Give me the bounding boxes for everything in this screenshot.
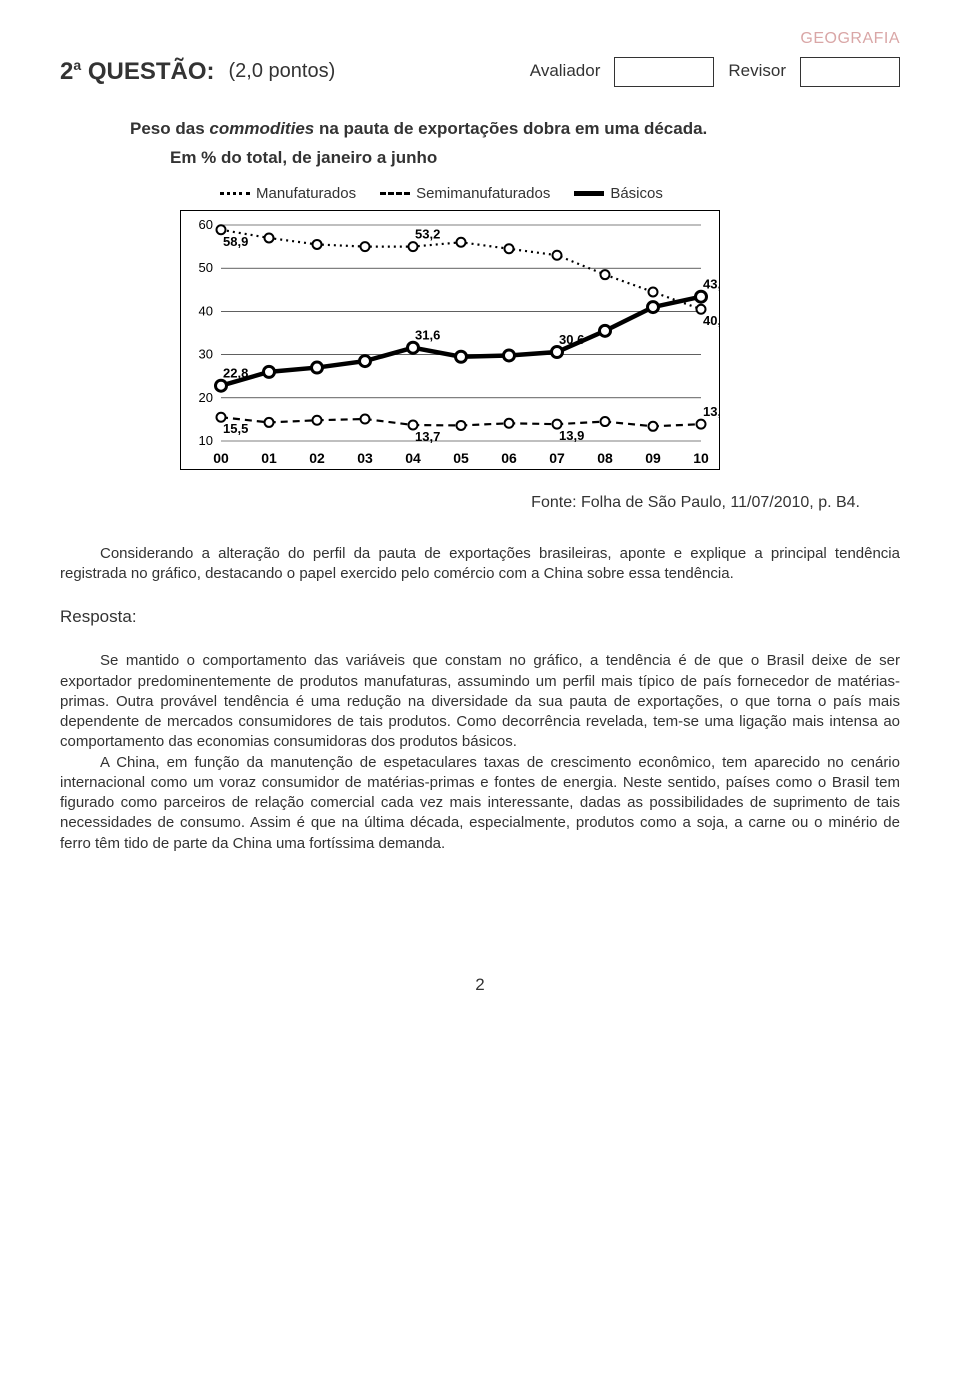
legend-semi-label: Semimanufaturados bbox=[416, 184, 550, 204]
excerpt-sub-text: Em % do total, de janeiro a junho bbox=[170, 148, 437, 167]
excerpt-italic: commodities bbox=[209, 119, 314, 138]
page-number: 2 bbox=[60, 974, 900, 997]
legend-manufaturados-label: Manufaturados bbox=[256, 184, 356, 204]
chart-block: Manufaturados Semimanufaturados Básicos … bbox=[180, 184, 900, 477]
svg-text:03: 03 bbox=[357, 450, 373, 466]
question-sup: a bbox=[73, 57, 81, 73]
excerpt-title: Peso das commodities na pauta de exporta… bbox=[130, 118, 900, 141]
svg-text:06: 06 bbox=[501, 450, 517, 466]
legend-basicos-label: Básicos bbox=[610, 184, 663, 204]
svg-text:07: 07 bbox=[549, 450, 565, 466]
question-word: QUESTÃO: bbox=[88, 58, 215, 85]
svg-text:05: 05 bbox=[453, 450, 469, 466]
svg-text:13,9: 13,9 bbox=[703, 404, 720, 419]
svg-text:09: 09 bbox=[645, 450, 661, 466]
svg-text:20: 20 bbox=[199, 390, 213, 405]
svg-text:40: 40 bbox=[199, 304, 213, 319]
svg-text:31,6: 31,6 bbox=[415, 328, 440, 343]
avaliador-label: Avaliador bbox=[530, 60, 601, 83]
svg-text:13,9: 13,9 bbox=[559, 428, 584, 443]
svg-text:22,8: 22,8 bbox=[223, 366, 248, 381]
question-header: 2a QUESTÃO: (2,0 pontos) Avaliador Revis… bbox=[60, 56, 900, 88]
answer-p1: Se mantido o comportamento das variáveis… bbox=[60, 651, 900, 752]
question-points: (2,0 pontos) bbox=[229, 58, 336, 85]
svg-text:58,9: 58,9 bbox=[223, 234, 248, 249]
chart-legend: Manufaturados Semimanufaturados Básicos bbox=[220, 184, 900, 204]
svg-text:02: 02 bbox=[309, 450, 325, 466]
legend-basicos: Básicos bbox=[574, 184, 663, 204]
excerpt-prefix: Peso das bbox=[130, 119, 209, 138]
legend-dash-icon bbox=[380, 192, 410, 195]
answer-block: Se mantido o comportamento das variáveis… bbox=[60, 651, 900, 854]
fonte-label: Fonte: Folha de São Paulo, 11/07/2010, p… bbox=[60, 492, 860, 514]
revisor-label: Revisor bbox=[728, 60, 786, 83]
svg-text:13,7: 13,7 bbox=[415, 429, 440, 444]
excerpt-suffix: na pauta de exportações dobra em uma déc… bbox=[314, 119, 707, 138]
excerpt-sub: Em % do total, de janeiro a junho bbox=[170, 147, 900, 170]
svg-text:43,4: 43,4 bbox=[703, 277, 720, 292]
resposta-label: Resposta: bbox=[60, 606, 900, 629]
svg-text:60: 60 bbox=[199, 217, 213, 232]
svg-text:15,5: 15,5 bbox=[223, 421, 248, 436]
excerpt-block: Peso das commodities na pauta de exporta… bbox=[130, 118, 900, 170]
question-title: 2a QUESTÃO: bbox=[60, 56, 215, 88]
svg-text:04: 04 bbox=[405, 450, 421, 466]
legend-semi: Semimanufaturados bbox=[380, 184, 550, 204]
line-chart: 10 20 30 40 50 60 00 01 02 03 04 05 06 07 08 09 10 58,9 53… bbox=[180, 210, 720, 470]
avaliador-box[interactable] bbox=[614, 57, 714, 87]
svg-text:30: 30 bbox=[199, 347, 213, 362]
svg-text:40,5: 40,5 bbox=[703, 313, 720, 328]
svg-text:10: 10 bbox=[693, 450, 709, 466]
svg-text:30,6: 30,6 bbox=[559, 332, 584, 347]
svg-text:01: 01 bbox=[261, 450, 277, 466]
svg-text:10: 10 bbox=[199, 433, 213, 448]
svg-text:53,2: 53,2 bbox=[415, 227, 440, 242]
question-prompt: Considerando a alteração do perfil da pa… bbox=[60, 544, 900, 585]
revisor-box[interactable] bbox=[800, 57, 900, 87]
svg-text:08: 08 bbox=[597, 450, 613, 466]
svg-text:00: 00 bbox=[213, 450, 229, 466]
subject-label: GEOGRAFIA bbox=[60, 28, 900, 50]
question-ordinal: 2 bbox=[60, 58, 73, 85]
legend-solid-icon bbox=[574, 191, 604, 196]
svg-text:50: 50 bbox=[199, 260, 213, 275]
answer-p2: A China, em função da manutenção de espe… bbox=[60, 753, 900, 854]
legend-manufaturados: Manufaturados bbox=[220, 184, 356, 204]
legend-dot-icon bbox=[220, 192, 250, 195]
